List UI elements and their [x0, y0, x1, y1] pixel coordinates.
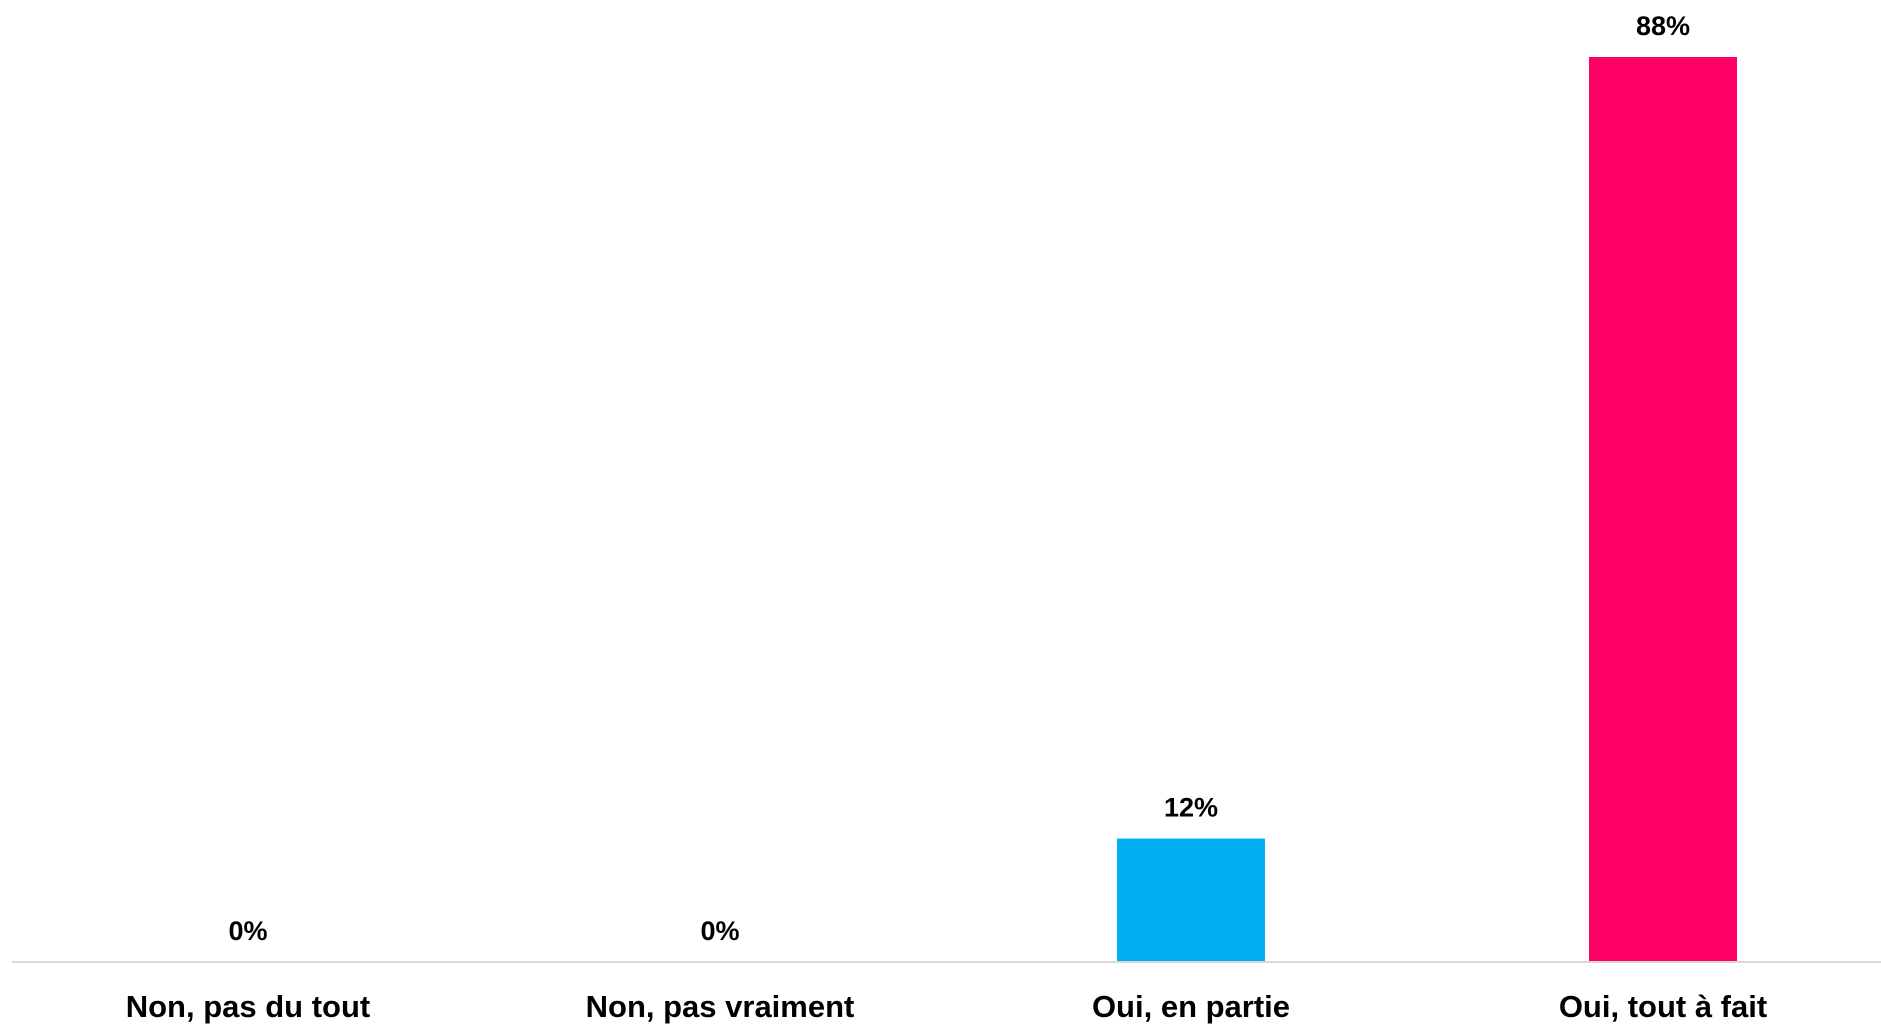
category-label-4: Oui, tout à fait	[1559, 989, 1767, 1024]
bars-group	[1117, 57, 1737, 962]
value-label-4: 88%	[1636, 11, 1690, 41]
category-label-3: Oui, en partie	[1092, 989, 1290, 1024]
category-label-2: Non, pas vraiment	[586, 989, 855, 1024]
value-label-3: 12%	[1164, 793, 1218, 823]
value-label-2: 0%	[700, 916, 739, 946]
category-labels-group: Non, pas du tout Non, pas vraiment Oui, en…	[126, 989, 1767, 1024]
bar-3	[1117, 838, 1265, 962]
value-label-1: 0%	[228, 916, 267, 946]
bar-4	[1589, 57, 1737, 962]
value-labels-group: 0% 0% 12% 88%	[228, 11, 1690, 946]
category-label-1: Non, pas du tout	[126, 989, 371, 1024]
